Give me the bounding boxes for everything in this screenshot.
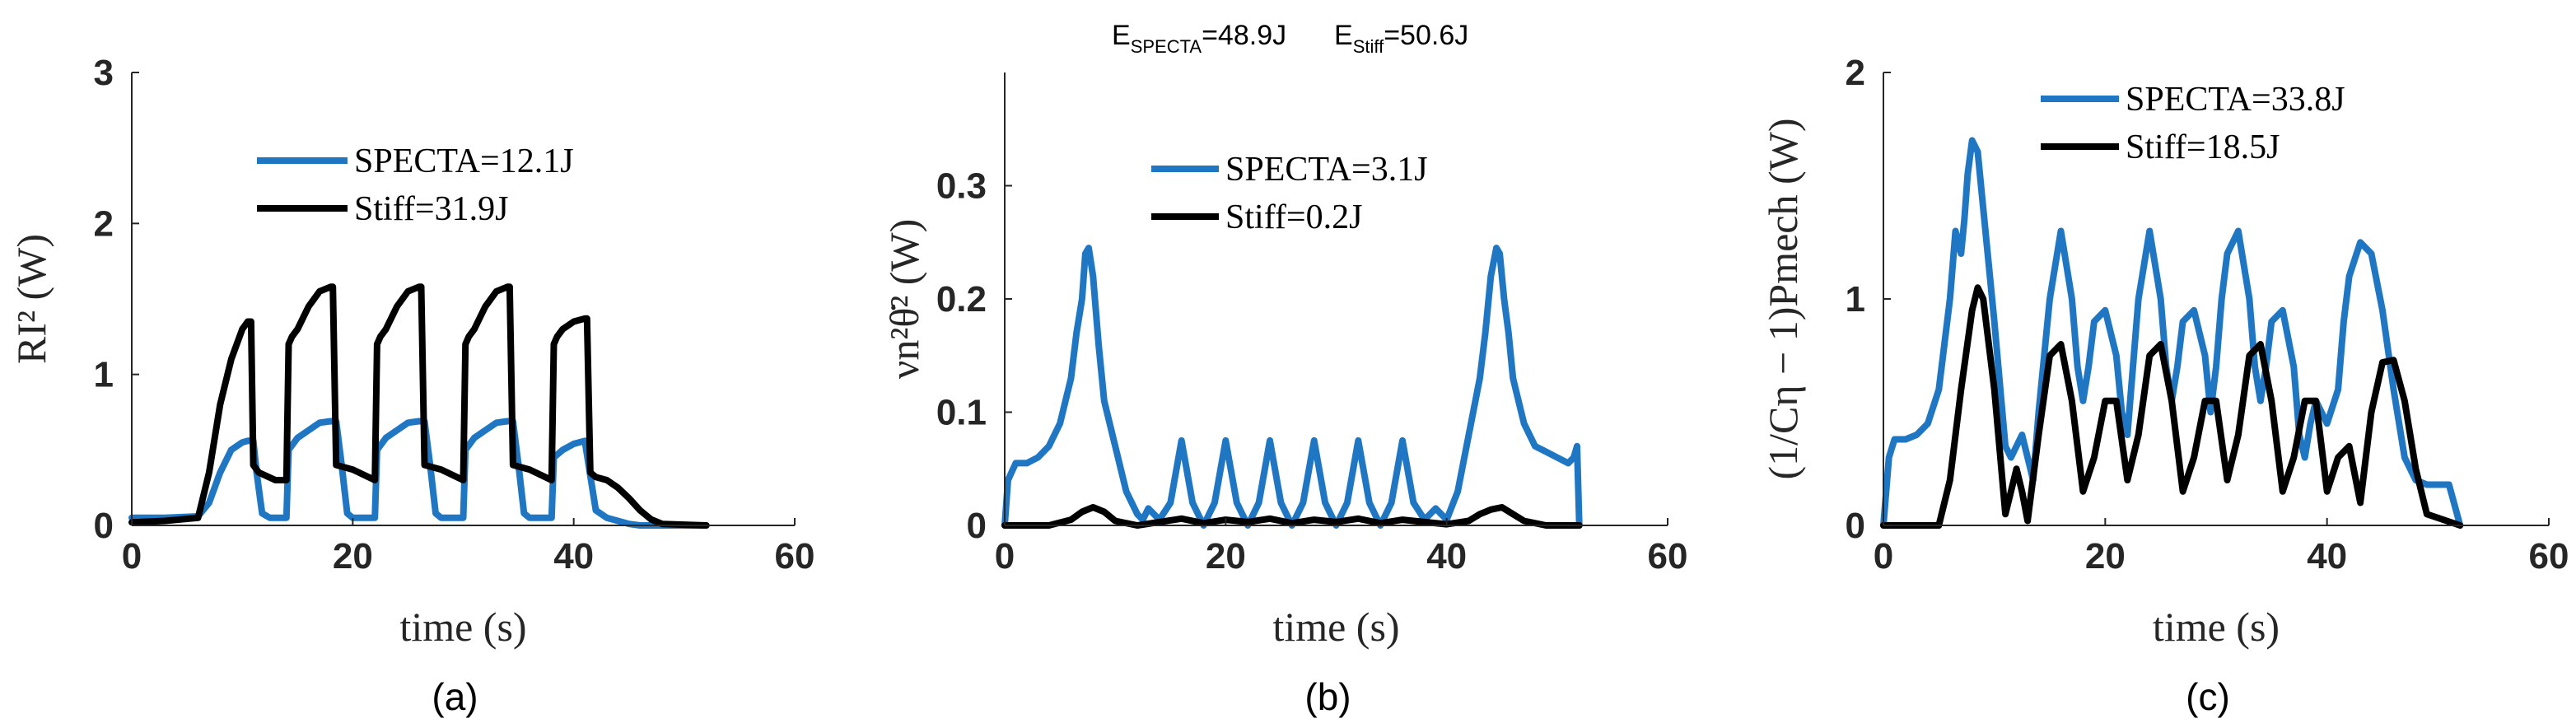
e-specta-label: ESPECTA=48.9J: [1112, 20, 1286, 57]
y-axis-label: νn²θ̇² (W): [881, 219, 927, 380]
x-tick-label: 40: [2307, 536, 2347, 576]
y-axis-label: (1/Cη − 1)Pmech (W): [1760, 119, 1806, 480]
panel-label: (b): [1304, 675, 1351, 718]
x-axis-label: time (s): [2153, 604, 2280, 650]
legend-label-specta: SPECTA=3.1J: [1225, 151, 1428, 189]
x-tick-label: 0: [122, 536, 142, 576]
y-tick-label: 0: [94, 506, 114, 546]
series-line-stiff: [1880, 284, 2464, 529]
y-tick-label: 0.1: [936, 393, 987, 433]
chart-panel-2: 0 20 40 60 0 0.1 0.2 0.3 time (s) νn²θ̇² (W) SPECT…: [881, 72, 1687, 718]
x-tick-label: 60: [2529, 536, 2569, 576]
x-tick-label: 20: [333, 536, 373, 576]
y-tick-label: 3: [94, 53, 114, 93]
x-tick-label: 60: [1648, 536, 1688, 576]
y-tick-label: 0.3: [936, 166, 987, 207]
chart-panel-3: 0 20 40 60 0 1 2 time (s) (1/Cη − 1)Pmech (W) SPE…: [1760, 53, 2569, 718]
y-tick-label: 1: [1846, 279, 1865, 320]
x-axis-label: time (s): [1272, 604, 1399, 650]
x-tick-label: 0: [1874, 536, 1893, 576]
y-tick-label: 0: [1846, 506, 1865, 546]
y-tick-label: 2: [94, 203, 114, 244]
panel-label: (a): [432, 675, 478, 718]
energy-summary: ESPECTA=48.9J EStiff=50.6J: [1112, 20, 1468, 57]
e-stiff-label: EStiff=50.6J: [1334, 20, 1468, 57]
series-line-stiff: [1001, 504, 1583, 529]
y-tick-label: 0.2: [936, 279, 987, 320]
x-tick-label: 40: [553, 536, 594, 576]
x-tick-label: 20: [1206, 536, 1246, 576]
series-line-stiff: [128, 283, 710, 529]
legend-label-stiff: Stiff=0.2J: [1225, 198, 1362, 236]
legend-label-stiff: Stiff=31.9J: [354, 190, 508, 228]
series-line-specta: [1001, 245, 1583, 529]
x-tick-label: 0: [995, 536, 1015, 576]
panel-label: (c): [2186, 675, 2230, 718]
legend-label-stiff: Stiff=18.5J: [2126, 128, 2280, 166]
x-tick-label: 60: [775, 536, 815, 576]
x-tick-label: 20: [2085, 536, 2126, 576]
legend-label-specta: SPECTA=33.8J: [2126, 81, 2345, 119]
y-axis-label: RI² (W): [8, 234, 54, 364]
legend-label-specta: SPECTA=12.1J: [354, 142, 574, 180]
y-tick-label: 0: [967, 506, 987, 546]
series-line-specta: [128, 418, 710, 529]
x-tick-label: 40: [1426, 536, 1467, 576]
y-tick-label: 2: [1846, 53, 1865, 93]
chart-panel-1: 0 20 40 60 0 1 2 3 time (s) RI² (W) SPECTA=12.1J St…: [8, 53, 814, 718]
series-line-specta: [1880, 137, 2464, 529]
x-axis-label: time (s): [399, 604, 526, 650]
y-tick-label: 1: [94, 355, 114, 395]
